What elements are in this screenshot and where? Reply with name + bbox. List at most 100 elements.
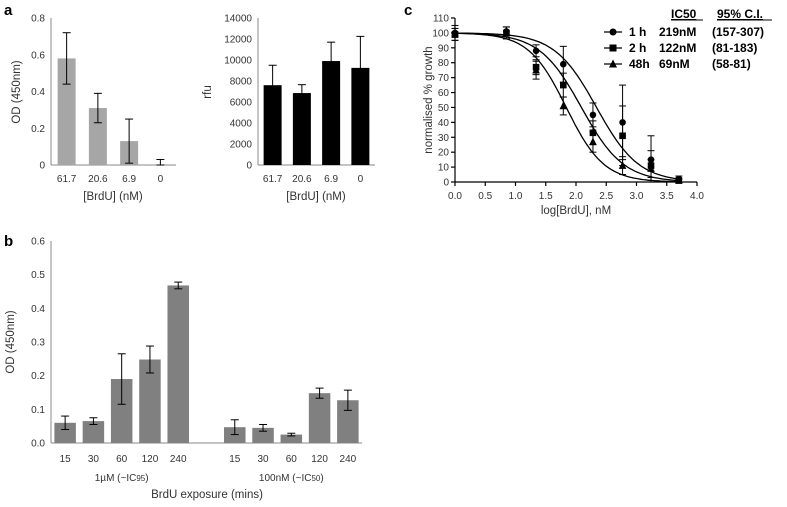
b-y-label: OD (450nm) xyxy=(5,310,17,373)
a-right-bar xyxy=(351,67,370,165)
b-xtick-label: 60 xyxy=(116,454,128,465)
chart-b-exposure: 0.0 0.1 0.2 0.3 0.4 0.5 0.6 15 30 60 120 240 1µM (~I… xyxy=(5,237,362,501)
c-point-triangle xyxy=(675,176,683,184)
a-right-bar xyxy=(322,61,341,165)
panel-label-a: a xyxy=(4,2,13,19)
c-ytick-label: 40 xyxy=(438,118,450,129)
c-legend: IC50 95% C.I. 1 h 219nM (157-307) 2 h 122nM (81… xyxy=(604,7,772,71)
c-point-circle xyxy=(559,60,567,68)
a-right-xtick-label: 0 xyxy=(358,174,364,185)
c-xtick-label: 0.0 xyxy=(448,191,462,202)
a-right-ytick-label: 8000 xyxy=(230,77,253,88)
b-xtick-label: 240 xyxy=(340,454,357,465)
c-ytick-label: 30 xyxy=(438,133,450,144)
c-xtick-label: 1.5 xyxy=(539,191,553,202)
b-xtick-label: 120 xyxy=(142,454,159,465)
c-xtick-label: 0.5 xyxy=(478,191,492,202)
c-ytick-label: 110 xyxy=(433,14,449,25)
a-right-ytick-label: 0 xyxy=(246,161,252,172)
a-left-ytick-label: 0.8 xyxy=(31,14,45,25)
a-left-bar xyxy=(57,58,76,165)
a-left-xtick-label: 20.6 xyxy=(88,174,108,185)
b-ytick-label: 0.0 xyxy=(31,439,45,450)
b-xtick-label: 15 xyxy=(229,454,241,465)
c-legend-name: 2 h xyxy=(629,41,646,55)
c-legend-name: 48h xyxy=(629,57,650,71)
c-legend-marker-triangle xyxy=(609,59,617,68)
c-legend-marker-square xyxy=(609,44,617,52)
b-bar xyxy=(54,422,76,443)
c-ytick-label: 60 xyxy=(438,88,450,99)
a-right-ytick-label: 10000 xyxy=(224,56,252,67)
b-xtick-label: 240 xyxy=(170,454,187,465)
c-fit-curve-circle xyxy=(455,32,682,181)
a-right-ytick-label: 14000 xyxy=(224,14,252,25)
c-ytick-label: 50 xyxy=(438,103,450,114)
b-ytick-label: 0.6 xyxy=(31,237,45,248)
c-point-triangle xyxy=(559,101,568,110)
c-y-label: normalised % growth xyxy=(423,46,435,153)
c-fit-curve-square xyxy=(455,32,682,182)
c-legend-marker-circle xyxy=(609,28,617,36)
b-bar xyxy=(224,427,246,443)
c-point-circle xyxy=(589,111,597,119)
c-xtick-label: 3.5 xyxy=(660,191,674,202)
c-fit-curve-triangle xyxy=(454,32,682,183)
b-ytick-label: 0.4 xyxy=(31,304,45,315)
c-ytick-label: 100 xyxy=(432,28,449,39)
a-left-x-label: [BrdU] (nM) xyxy=(83,191,143,203)
c-legend-ci: (81-183) xyxy=(712,41,757,55)
c-point-square xyxy=(559,81,567,89)
a-left-xtick-label: 61.7 xyxy=(57,174,77,185)
b-x-label: BrdU exposure (mins) xyxy=(151,489,263,501)
c-legend-name: 1 h xyxy=(629,25,646,39)
c-xtick-label: 2.5 xyxy=(599,191,613,202)
a-right-ytick-label: 4000 xyxy=(230,119,253,130)
b-xtick-label: 30 xyxy=(88,454,100,465)
a-right-ytick-label: 6000 xyxy=(230,98,253,109)
panel-label-c: c xyxy=(404,2,412,19)
b-xtick-label: 30 xyxy=(257,454,269,465)
b-group-label: 100nM (~IC50) xyxy=(259,473,324,484)
a-right-bar xyxy=(263,85,282,165)
a-left-y-label: OD (450nm) xyxy=(11,60,23,123)
b-ytick-label: 0.5 xyxy=(31,270,45,281)
b-group-label: 1µM (~IC95) xyxy=(95,473,149,484)
b-bar xyxy=(252,427,274,443)
b-xtick-label: 15 xyxy=(60,454,72,465)
c-point-triangle xyxy=(451,28,459,37)
c-point-triangle xyxy=(618,161,627,169)
c-x-label: log[BrdU], nM xyxy=(541,205,611,217)
b-xtick-label: 120 xyxy=(311,454,328,465)
c-xtick-label: 2.0 xyxy=(569,191,583,202)
a-left-xtick-label: 0 xyxy=(158,174,164,185)
b-bar xyxy=(280,434,303,443)
c-point-triangle xyxy=(589,137,597,146)
a-left-bar xyxy=(88,108,107,165)
c-ytick-label: 20 xyxy=(438,148,450,159)
c-legend-ic50: 219nM xyxy=(659,25,696,39)
c-ytick-label: 80 xyxy=(438,58,450,69)
c-ytick-label: 10 xyxy=(438,163,450,174)
a-left-ytick-label: 0.4 xyxy=(31,87,45,98)
a-right-y-label: rfu xyxy=(202,85,214,98)
c-legend-header-ic50: IC50 xyxy=(671,7,697,21)
c-ytick-label: 70 xyxy=(438,73,450,84)
c-point-triangle xyxy=(502,28,511,37)
c-xtick-label: 4.0 xyxy=(690,191,704,202)
b-bar xyxy=(110,379,133,443)
c-ytick-label: 0 xyxy=(443,178,449,189)
a-right-bar xyxy=(292,93,311,165)
a-right-xtick-label: 61.7 xyxy=(263,174,283,185)
a-right-xtick-label: 6.9 xyxy=(324,174,338,185)
c-ytick-label: 90 xyxy=(438,43,450,54)
c-legend-ic50: 122nM xyxy=(659,41,696,55)
c-point-square xyxy=(619,132,626,140)
c-xtick-label: 1.0 xyxy=(509,191,523,202)
b-ytick-label: 0.3 xyxy=(31,338,45,349)
a-right-ytick-label: 12000 xyxy=(224,35,252,46)
c-point-triangle xyxy=(647,164,655,172)
a-right-ytick-label: 2000 xyxy=(230,140,253,151)
a-right-x-label: [BrdU] (nM) xyxy=(286,191,346,203)
